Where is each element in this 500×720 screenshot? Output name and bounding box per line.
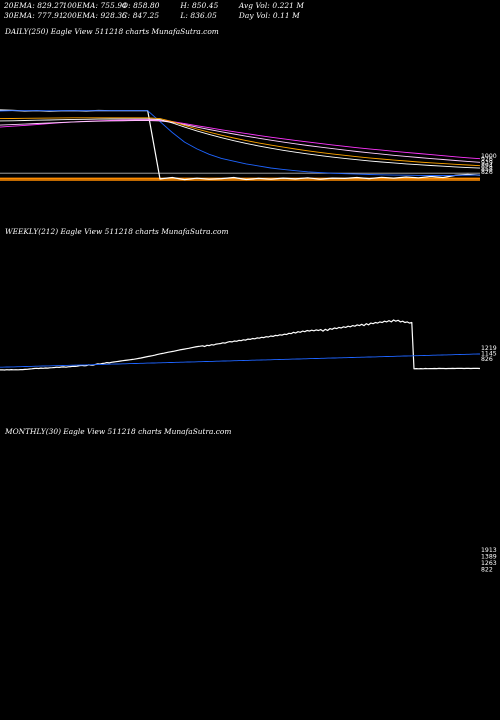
- right-axis-label: 894: [481, 163, 493, 170]
- price-line: [0, 109, 481, 181]
- ema-line-4: [0, 118, 481, 169]
- right-axis-label: 939: [481, 159, 493, 166]
- stat-open: O: 858.80: [121, 1, 160, 10]
- stat-100ema: 100EMA: 755.94: [62, 1, 127, 10]
- stat-high: H: 850.45: [180, 1, 219, 10]
- stat-low: L: 836.05: [180, 11, 217, 20]
- stat-close: C: 847.25: [121, 11, 160, 20]
- stat-day-vol: Day Vol: 0.11 M: [238, 11, 300, 20]
- header-stats: 20EMA: 829.27 100EMA: 755.94 O: 858.80 H…: [0, 0, 500, 22]
- right-axis-label: 826: [481, 169, 493, 176]
- right-axis-label: 1913: [481, 547, 497, 554]
- right-axis-label: 1000: [481, 153, 497, 160]
- right-axis-label: 1389: [481, 554, 497, 561]
- ema-line-3: [0, 120, 481, 163]
- header-row-2: 30EMA: 777.91 200EMA: 928.35 C: 847.25 L…: [4, 11, 319, 20]
- ema-line-1: [0, 110, 481, 176]
- price-line: [0, 319, 481, 371]
- stat-30ema: 30EMA: 777.91: [4, 11, 64, 20]
- weekly-chart-title: WEEKLY(212) Eagle View 511218 charts Mun…: [5, 227, 229, 236]
- header-row-1: 20EMA: 829.27 100EMA: 755.94 O: 858.80 H…: [4, 1, 319, 10]
- right-axis-label: 1219: [481, 345, 497, 352]
- ema-line-5: [0, 117, 481, 167]
- monthly-chart-title: MONTHLY(30) Eagle View 511218 charts Mun…: [5, 427, 232, 436]
- ema-line-1: [0, 353, 480, 368]
- stat-avg-vol: Avg Vol: 0.221 M: [238, 1, 305, 10]
- right-axis-label: 858: [481, 166, 493, 173]
- right-axis-label: 822: [481, 567, 493, 574]
- stat-20ema: 20EMA: 829.27: [4, 1, 64, 10]
- stat-200ema: 200EMA: 928.35: [62, 11, 127, 20]
- daily-chart-title: DAILY(250) Eagle View 511218 charts Muna…: [5, 27, 219, 36]
- right-axis-label: 826: [481, 356, 493, 363]
- right-axis-label: 1145: [481, 351, 497, 358]
- right-axis-label: 976: [481, 156, 493, 163]
- right-axis-label: 1263: [481, 560, 497, 567]
